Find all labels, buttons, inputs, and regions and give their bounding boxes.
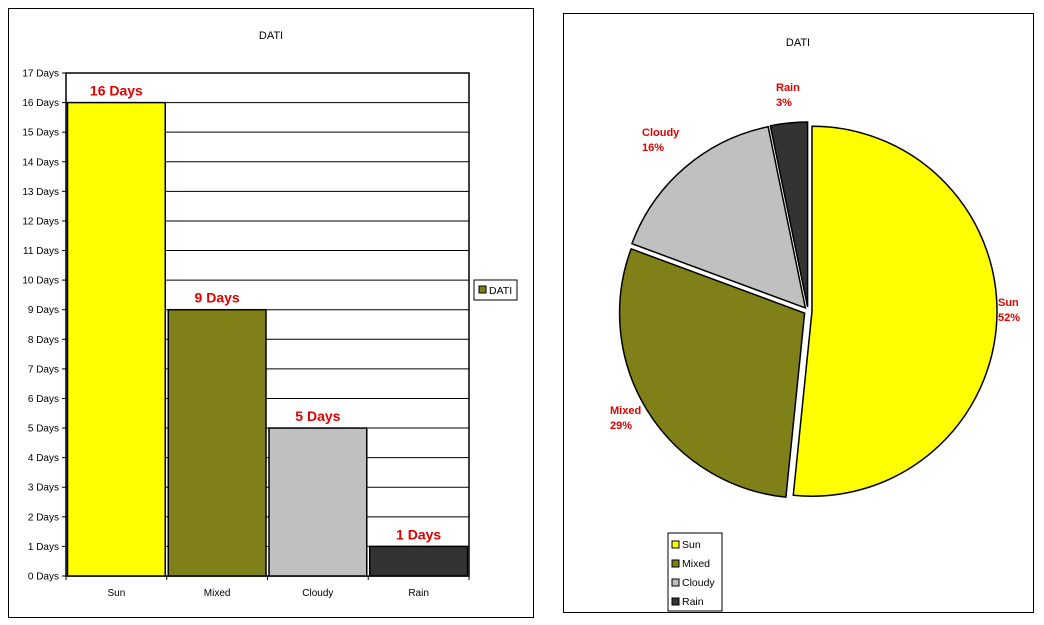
pie-slices [618,121,998,498]
pie-legend-swatch-sun [671,540,680,549]
bar-cloudy [268,427,368,577]
pie-legend: Sun Mixed Cloudy Rain [667,532,723,612]
pie-label-cloudy: Cloudy [642,127,680,139]
bar-series [66,101,469,577]
legend-swatch [478,285,487,294]
y-tick-label: 1 Days [28,542,59,553]
y-tick-label: 4 Days [28,453,59,464]
x-tick-label-rain: Rain [408,588,429,599]
data-label-sun: 16 Days [90,83,143,99]
y-tick-label: 9 Days [28,305,59,316]
y-tick-label: 14 Days [22,157,59,168]
pie-chart-panel: DATI Sun 52% Mixed 29% Cloudy 16% Rain 3% Sun Mi… [563,13,1034,613]
y-tick-label: 13 Days [22,187,59,198]
pie-legend-label-sun: Sun [682,539,701,551]
y-tick-label: 5 Days [28,424,59,435]
legend-label: DATI [489,285,512,297]
pie-label-sun: Sun [998,297,1019,309]
data-label-mixed: 9 Days [195,290,240,306]
pie-percent-rain: 3% [776,97,792,109]
pie-chart-title: DATI [786,37,810,49]
pie-slice-mixed [618,247,806,498]
y-tick-label: 7 Days [28,364,59,375]
pie-slice-cloudy [630,125,807,310]
y-tick-label: 0 Days [28,572,59,583]
bar-sun [66,101,166,577]
bar-rain [369,545,469,577]
bar-chart-panel: DATI 16 Days 9 Days 5 Days 1 Days 0 Days 1 D… [8,8,534,618]
y-tick-label: 10 Days [22,276,59,287]
pie-label-mixed: Mixed [610,405,641,417]
y-tick-label: 6 Days [28,394,59,405]
bar-y-axis: 0 Days 1 Days 2 Days 3 Days 4 Days 5 Days 6 Da… [22,69,66,583]
pie-slice-rain [769,121,809,308]
pie-legend-label-mixed: Mixed [682,558,710,570]
data-label-cloudy: 5 Days [295,408,340,424]
pie-legend-swatch-rain [671,597,680,606]
y-tick-label: 17 Days [22,69,59,80]
x-tick-label-mixed: Mixed [204,588,231,599]
pie-slice-sun [792,125,998,497]
y-tick-label: 15 Days [22,128,59,139]
bar-chart: DATI 16 Days 9 Days 5 Days 1 Days 0 Days 1 D… [22,30,518,599]
bar-chart-title: DATI [259,30,283,42]
data-label-rain: 1 Days [396,526,441,542]
bar-legend: DATI [473,279,518,301]
x-tick-label-sun: Sun [107,588,125,599]
pie-legend-label-cloudy: Cloudy [682,577,715,589]
pie-legend-label-rain: Rain [682,596,704,608]
pie-percent-mixed: 29% [610,420,632,432]
y-tick-label: 8 Days [28,335,59,346]
bar-data-labels: 16 Days 9 Days 5 Days 1 Days [90,83,441,543]
pie-percent-sun: 52% [998,312,1020,324]
pie-percent-cloudy: 16% [642,142,664,154]
bar-x-axis: Sun Mixed Cloudy Rain [65,576,470,599]
pie-label-rain: Rain [776,82,800,94]
pie-legend-swatch-mixed [671,559,680,568]
y-tick-label: 11 Days [23,246,59,257]
y-tick-label: 16 Days [22,98,59,109]
y-tick-label: 2 Days [28,512,59,523]
y-tick-label: 12 Days [22,216,59,227]
pie-legend-swatch-cloudy [671,578,680,587]
x-tick-label-cloudy: Cloudy [302,588,333,599]
pie-data-labels: Sun 52% Mixed 29% Cloudy 16% Rain 3% [610,82,1020,432]
bar-mixed [167,308,267,577]
y-tick-label: 3 Days [28,483,59,494]
pie-chart: DATI Sun 52% Mixed 29% Cloudy 16% Rain 3% Sun Mi… [610,37,1020,612]
